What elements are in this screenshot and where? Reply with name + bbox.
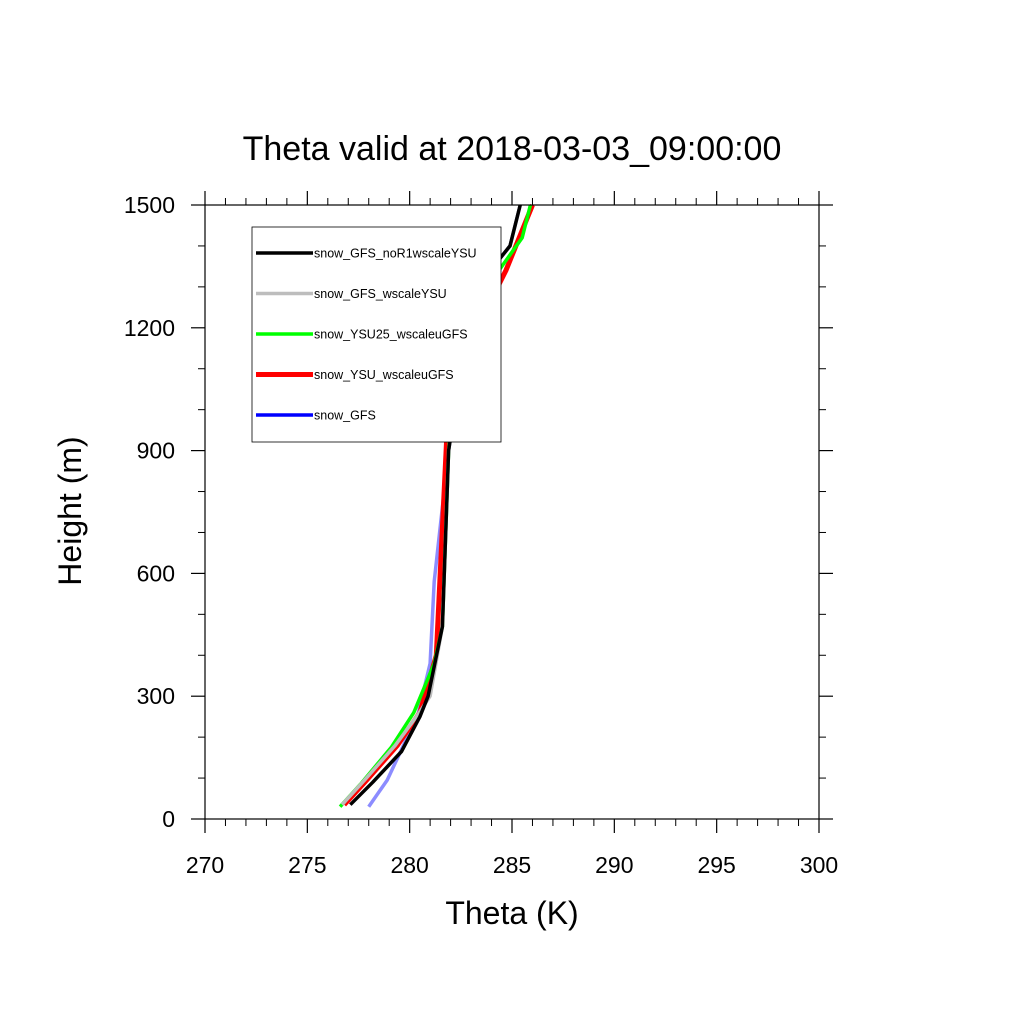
legend-label: snow_GFS_noR1wscaleYSU — [314, 247, 477, 261]
y-tick-label: 900 — [137, 438, 175, 464]
plot-frame — [204, 204, 820, 820]
x-tick-label: 285 — [493, 852, 531, 878]
axis-ticks — [191, 191, 833, 833]
legend-label: snow_GFS_wscaleYSU — [314, 287, 447, 301]
x-tick-label: 275 — [288, 852, 326, 878]
y-tick-label: 600 — [137, 560, 175, 586]
x-tick-label: 280 — [390, 852, 428, 878]
y-tick-label: 1200 — [124, 315, 175, 341]
legend-label: snow_GFS — [314, 409, 376, 423]
x-axis-label: Theta (K) — [445, 895, 578, 931]
x-tick-label: 290 — [595, 852, 633, 878]
y-tick-label: 300 — [137, 683, 175, 709]
y-tick-label: 0 — [162, 806, 175, 832]
x-tick-label: 270 — [186, 852, 224, 878]
legend: snow_GFS_noR1wscaleYSU snow_GFS_wscaleYSU… — [251, 226, 502, 443]
y-tick-label: 1500 — [124, 192, 175, 218]
chart-title: Theta valid at 2018-03-03_09:00:00 — [243, 130, 782, 168]
legend-label: snow_YSU25_wscaleuGFS — [314, 328, 468, 342]
y-axis-label: Height (m) — [52, 436, 88, 585]
x-tick-label: 295 — [697, 852, 735, 878]
tick-labels: 270 275 280 285 290 295 300 0 300 600 900 1200 1500 — [124, 192, 838, 878]
legend-label: snow_YSU_wscaleuGFS — [314, 368, 454, 382]
x-tick-label: 300 — [800, 852, 838, 878]
